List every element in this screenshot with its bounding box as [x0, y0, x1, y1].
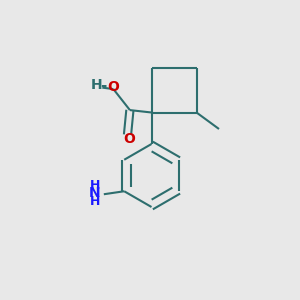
- Text: H: H: [90, 195, 100, 208]
- Text: O: O: [107, 80, 119, 94]
- Text: N: N: [89, 186, 100, 200]
- Text: H: H: [90, 179, 100, 192]
- Text: H: H: [91, 78, 102, 92]
- Text: -: -: [100, 78, 106, 93]
- Text: O: O: [123, 132, 135, 146]
